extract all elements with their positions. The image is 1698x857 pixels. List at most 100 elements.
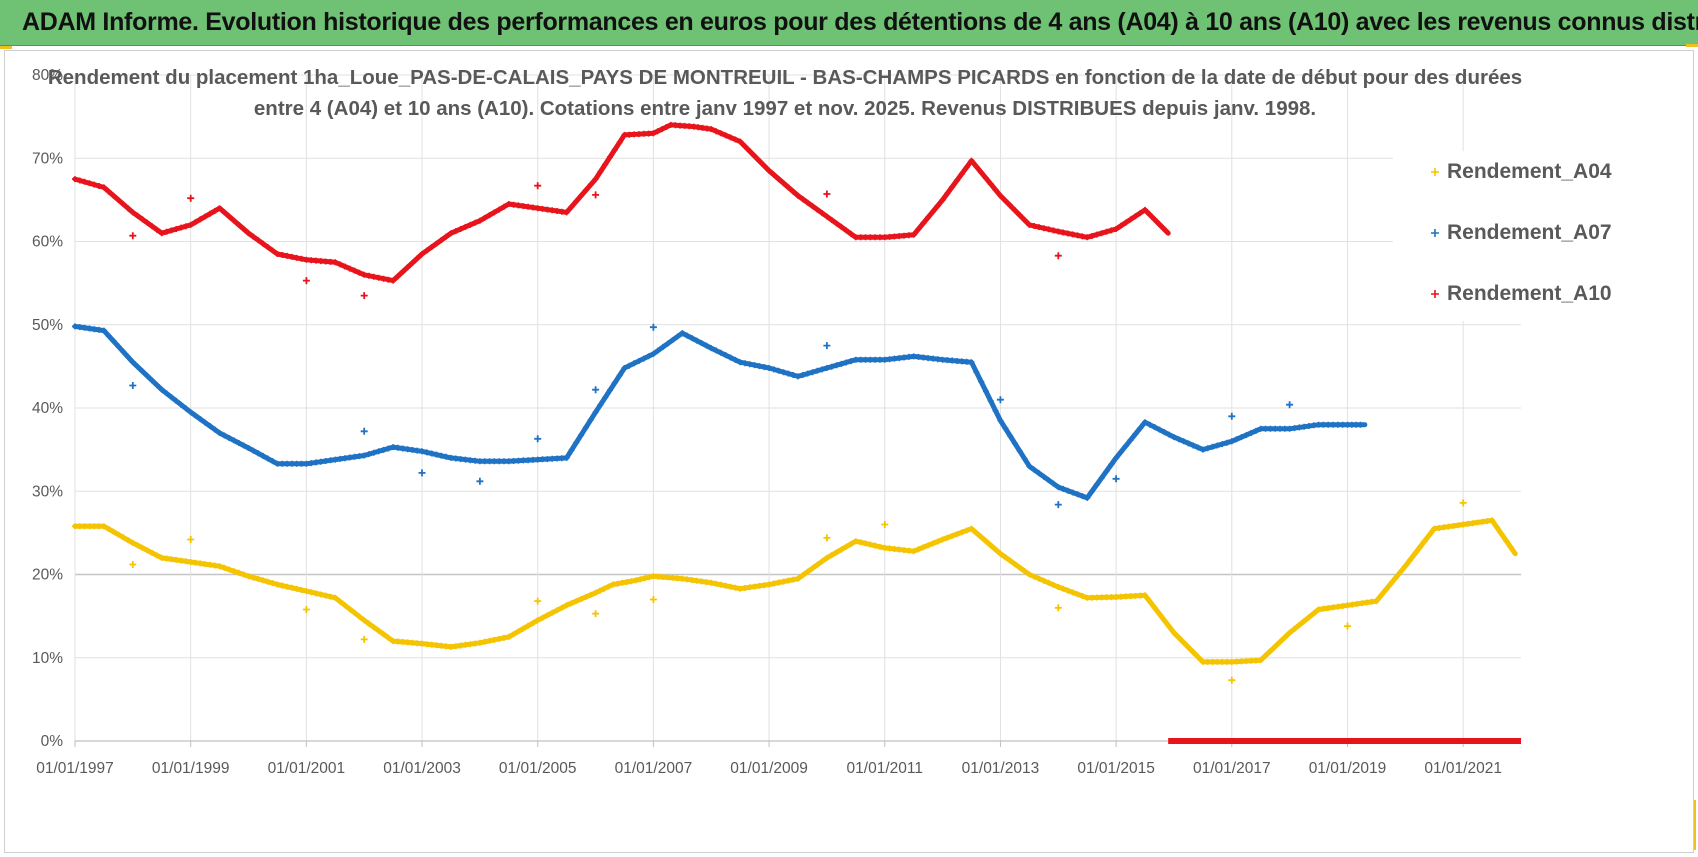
data-point-outlier bbox=[823, 534, 831, 542]
data-point bbox=[616, 139, 623, 146]
data-point bbox=[476, 217, 483, 224]
data-point bbox=[833, 220, 840, 227]
data-point-outlier bbox=[823, 190, 831, 198]
data-point bbox=[1373, 598, 1380, 605]
data-point bbox=[235, 440, 242, 446]
data-point bbox=[814, 561, 821, 568]
data-point bbox=[775, 579, 782, 586]
data-point bbox=[737, 138, 744, 145]
data-point bbox=[978, 378, 985, 385]
data-point bbox=[563, 454, 570, 461]
data-point bbox=[746, 148, 753, 155]
data-point bbox=[674, 333, 681, 340]
data-point bbox=[819, 558, 826, 565]
data-point bbox=[144, 372, 151, 379]
y-tick-label: 80% bbox=[32, 67, 63, 84]
data-point bbox=[1007, 557, 1014, 564]
data-point bbox=[202, 213, 209, 220]
data-point bbox=[419, 448, 425, 455]
data-point-outlier bbox=[187, 536, 195, 543]
data-point bbox=[520, 625, 527, 632]
series-Rendement_A07 bbox=[72, 323, 1368, 509]
series-layer bbox=[72, 121, 1521, 744]
data-point bbox=[785, 370, 792, 377]
data-point bbox=[245, 573, 252, 580]
data-point bbox=[679, 330, 686, 337]
data-point-outlier bbox=[1286, 401, 1294, 409]
data-point bbox=[1199, 446, 1206, 453]
data-point bbox=[361, 271, 368, 278]
data-point bbox=[356, 269, 363, 276]
data-point bbox=[260, 452, 266, 459]
data-point bbox=[646, 574, 653, 581]
data-point bbox=[833, 549, 840, 556]
data-point bbox=[1175, 634, 1182, 641]
data-point bbox=[1002, 197, 1009, 204]
data-point bbox=[626, 362, 633, 369]
legend-label: Rendement_A07 bbox=[1447, 221, 1612, 244]
data-point bbox=[240, 571, 247, 578]
data-point bbox=[414, 255, 421, 262]
data-point bbox=[245, 445, 252, 451]
data-point bbox=[1045, 226, 1052, 233]
x-tick-label: 01/01/2011 bbox=[847, 760, 923, 777]
data-point bbox=[1031, 223, 1038, 229]
data-point bbox=[110, 192, 117, 199]
data-point bbox=[654, 128, 661, 135]
y-tick-label: 0% bbox=[41, 733, 64, 750]
data-point bbox=[240, 442, 247, 449]
data-point bbox=[366, 451, 372, 458]
data-point bbox=[843, 227, 850, 234]
performance-chart: 0%10%20%30%40%50%60%70%80% 01/01/1997 01/… bbox=[32, 66, 1612, 777]
data-point bbox=[717, 349, 724, 356]
data-point bbox=[1296, 622, 1303, 628]
data-point bbox=[1040, 225, 1047, 232]
data-point bbox=[534, 617, 541, 624]
data-point bbox=[144, 547, 151, 554]
data-point bbox=[539, 614, 546, 621]
data-point bbox=[573, 198, 580, 205]
data-point bbox=[563, 602, 570, 609]
data-point bbox=[1161, 429, 1168, 436]
data-point bbox=[1045, 477, 1052, 484]
data-point bbox=[732, 356, 739, 363]
data-point bbox=[1233, 436, 1240, 443]
data-point bbox=[1055, 584, 1062, 590]
data-point bbox=[231, 437, 238, 444]
data-point bbox=[100, 327, 107, 334]
data-point bbox=[785, 577, 792, 584]
series-line bbox=[72, 517, 1518, 665]
legend-marker bbox=[1431, 290, 1439, 298]
data-point bbox=[231, 217, 238, 224]
data-point bbox=[761, 162, 768, 169]
data-point bbox=[274, 581, 281, 588]
data-point bbox=[1224, 439, 1230, 446]
data-point bbox=[582, 424, 589, 431]
data-point bbox=[486, 637, 493, 644]
data-point bbox=[770, 171, 777, 178]
data-point bbox=[491, 636, 498, 643]
data-point bbox=[134, 212, 141, 219]
data-point bbox=[1171, 434, 1177, 441]
data-point bbox=[655, 347, 662, 354]
data-point bbox=[958, 529, 965, 536]
data-point bbox=[973, 529, 980, 536]
data-point bbox=[1142, 419, 1148, 426]
data-point bbox=[1175, 436, 1182, 443]
data-point bbox=[910, 231, 917, 238]
data-point bbox=[1507, 544, 1514, 550]
data-point bbox=[722, 582, 729, 589]
data-point bbox=[1310, 610, 1317, 617]
data-point bbox=[1036, 224, 1042, 231]
data-point bbox=[1108, 461, 1115, 468]
data-point bbox=[1228, 438, 1235, 445]
data-point bbox=[1011, 440, 1018, 447]
chart-area: 0% 10% 20% 30% 40% 50% 60% 70% 80% 01/01/1997 01/… bbox=[4, 50, 1694, 853]
data-point bbox=[1397, 569, 1404, 575]
data-point bbox=[737, 359, 744, 366]
data-point bbox=[269, 580, 276, 587]
data-point bbox=[1074, 232, 1081, 239]
data-point-outlier bbox=[534, 435, 542, 443]
data-point bbox=[602, 161, 609, 168]
data-point bbox=[433, 451, 440, 458]
